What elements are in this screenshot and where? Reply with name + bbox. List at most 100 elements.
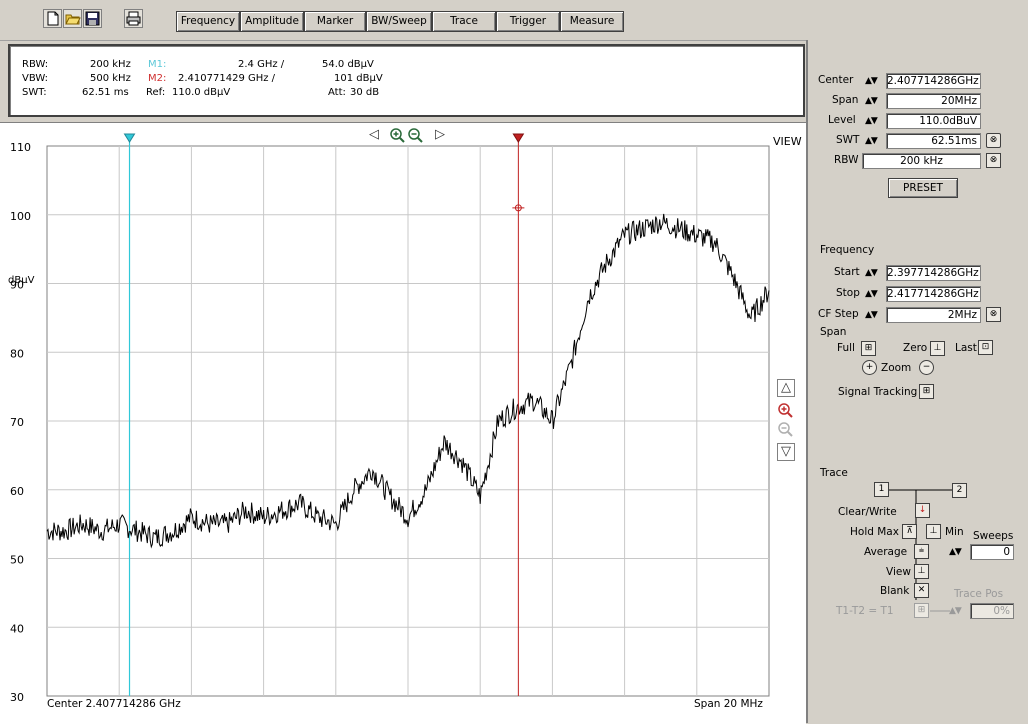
center-stepper-icon[interactable]: ▲▼: [865, 76, 878, 86]
vertical-zoom-in-icon[interactable]: [777, 402, 793, 418]
marker1-level: 54.0 dBµV: [322, 59, 374, 70]
zoom-span-in-icon[interactable]: +: [862, 360, 877, 375]
frequency-heading: Frequency: [820, 244, 875, 256]
span-field-label: Span: [832, 94, 859, 106]
cf-step-label: CF Step: [818, 308, 859, 320]
scroll-right-icon[interactable]: ▷: [435, 127, 445, 142]
stop-stepper-icon[interactable]: ▲▼: [865, 289, 878, 299]
cf-step-field[interactable]: 2MHz: [886, 307, 981, 323]
marker1-label: M1:: [148, 59, 167, 70]
sweeps-stepper-icon[interactable]: ▲▼: [949, 547, 962, 557]
span-field[interactable]: 20MHz: [886, 93, 981, 109]
zoom-in-icon[interactable]: [389, 127, 405, 143]
y-tick-label: 90: [10, 279, 24, 292]
trace2-icon[interactable]: 2: [952, 483, 967, 498]
cf-step-stepper-icon[interactable]: ▲▼: [865, 310, 878, 320]
center-frequency-label: Center 2.407714286 GHz: [47, 698, 181, 710]
sweeps-field[interactable]: 0: [970, 544, 1014, 560]
center-label: Center: [818, 74, 854, 86]
save-disk-icon[interactable]: [83, 9, 102, 28]
vbw-label: VBW:: [22, 73, 49, 84]
stop-frequency-field[interactable]: 2.417714286GHz: [886, 286, 981, 302]
min-label: Min: [945, 526, 964, 538]
clear-write-icon[interactable]: ↓: [915, 503, 930, 518]
t1-t2-icon[interactable]: ⊞: [914, 603, 929, 618]
tab-frequency[interactable]: Frequency: [176, 11, 240, 32]
tab-amplitude[interactable]: Amplitude: [240, 11, 304, 32]
level-field[interactable]: 110.0dBuV: [886, 113, 981, 129]
rbw-value: 200 kHz: [90, 59, 131, 70]
marker2-triangle: [512, 133, 525, 143]
zero-span-label: Zero: [903, 342, 928, 354]
swt-stepper-icon[interactable]: ▲▼: [865, 136, 878, 146]
trace-pos-field[interactable]: 0%: [970, 603, 1014, 619]
trace1-icon[interactable]: 1: [874, 482, 889, 497]
trace-pos-stepper-icon[interactable]: ▲▼: [949, 606, 962, 616]
marker1-triangle: [123, 133, 136, 143]
print-icon[interactable]: [124, 9, 143, 28]
level-label: Level: [828, 114, 856, 126]
y-tick-label: 80: [10, 347, 24, 360]
tab-bw-sweep[interactable]: BW/Sweep: [366, 11, 432, 32]
full-span-icon[interactable]: ⊞: [861, 341, 876, 356]
average-label: Average: [864, 546, 908, 558]
blank-trace-icon[interactable]: ✕: [914, 583, 929, 598]
signal-tracking-icon[interactable]: ⊞: [919, 384, 934, 399]
average-icon[interactable]: ⩧: [914, 544, 929, 559]
y-axis-unit: dBµV: [8, 275, 35, 286]
tab-trigger[interactable]: Trigger: [496, 11, 560, 32]
zero-span-icon[interactable]: ⊥: [930, 341, 945, 356]
signal-tracking-label: Signal Tracking: [838, 386, 918, 398]
tab-measure[interactable]: Measure: [560, 11, 624, 32]
swt-field[interactable]: 62.51ms: [886, 133, 981, 149]
trace-pos-label: Trace Pos: [954, 588, 1004, 600]
new-file-icon[interactable]: [43, 9, 62, 28]
last-span-icon[interactable]: ⊡: [978, 340, 993, 355]
hold-max-icon[interactable]: ⊼: [902, 524, 917, 539]
sweeps-label: Sweeps: [973, 530, 1014, 542]
open-folder-icon[interactable]: [63, 9, 82, 28]
span-stepper-icon[interactable]: ▲▼: [865, 96, 878, 106]
spectrum-plot-area[interactable]: 110 100 90 80 70 60 50 40 30 dBµV Center 2.40771…: [0, 122, 806, 724]
swt-field-label: SWT: [836, 134, 860, 146]
scroll-left-icon[interactable]: ◁: [369, 127, 379, 142]
tab-marker[interactable]: Marker: [304, 11, 366, 32]
zoom-out-icon[interactable]: [407, 127, 423, 143]
settings-panel: Center ▲▼ 2.407714286GHz Span ▲▼ 20MHz L…: [806, 40, 1028, 723]
rbw-field[interactable]: 200 kHz: [862, 153, 981, 169]
stop-label: Stop: [836, 287, 860, 299]
y-tick-label: 30: [10, 691, 24, 704]
swt-label: SWT:: [22, 87, 47, 98]
y-tick-label: 100: [10, 210, 31, 223]
vbw-value: 500 kHz: [90, 73, 131, 84]
toolbar: Frequency Amplitude Marker BW/Sweep Trac…: [0, 0, 1028, 41]
att-value: 30 dB: [350, 87, 380, 98]
zoom-span-out-icon[interactable]: −: [919, 360, 934, 375]
trace1-line: [46, 213, 770, 549]
scroll-down-icon[interactable]: ▽: [777, 443, 795, 461]
blank-label: Blank: [880, 585, 910, 597]
vertical-zoom-out-icon[interactable]: [777, 421, 793, 437]
view-label: VIEW: [773, 135, 802, 148]
view-trace-icon[interactable]: ⊥: [914, 564, 929, 579]
y-tick-label: 110: [10, 141, 31, 154]
level-stepper-icon[interactable]: ▲▼: [865, 116, 878, 126]
full-span-label: Full: [837, 342, 855, 354]
marker2-level: 101 dBµV: [334, 73, 383, 84]
hold-min-icon[interactable]: ⊥: [926, 524, 941, 539]
cf-step-auto-icon[interactable]: ⊗: [986, 307, 1001, 322]
swt-auto-icon[interactable]: ⊗: [986, 133, 1001, 148]
rbw-auto-icon[interactable]: ⊗: [986, 153, 1001, 168]
scroll-up-icon[interactable]: △: [777, 379, 795, 397]
start-stepper-icon[interactable]: ▲▼: [865, 268, 878, 278]
hold-max-label: Hold Max: [850, 526, 899, 538]
tab-trace[interactable]: Trace: [432, 11, 496, 32]
swt-value: 62.51 ms: [82, 87, 129, 98]
marker1-frequency: 2.4 GHz /: [238, 59, 285, 70]
t1-t2-connector: [930, 610, 950, 612]
y-tick-label: 70: [10, 416, 24, 429]
spectrum-chart[interactable]: 110 100 90 80 70 60 50 40 30: [0, 123, 806, 723]
center-frequency-field[interactable]: 2.407714286GHz: [886, 73, 981, 89]
preset-button[interactable]: PRESET: [888, 178, 958, 198]
start-frequency-field[interactable]: 2.397714286GHz: [886, 265, 981, 281]
